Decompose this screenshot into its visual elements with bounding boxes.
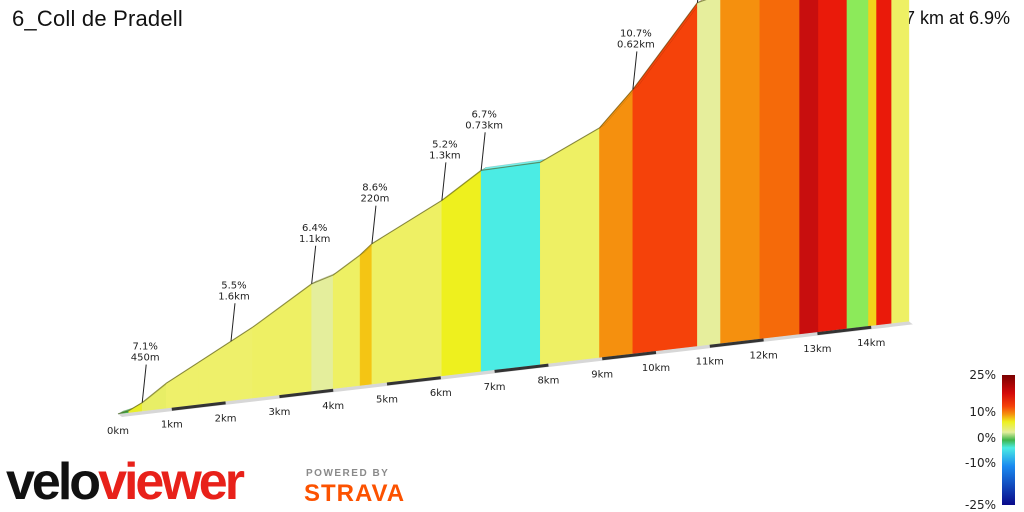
km-tick-label: 5km — [376, 395, 398, 406]
grade-scale-label: 0% — [977, 431, 996, 445]
annotation-leader-line — [371, 205, 377, 244]
profile-base-km-band — [817, 325, 872, 336]
profile-segment-21 — [868, 0, 877, 327]
logo-text-velo: velo — [6, 453, 101, 511]
profile-segment-18 — [799, 0, 819, 335]
strava-logo: STRAVA — [304, 480, 406, 507]
logo-text-viewer: viewer — [98, 453, 245, 511]
grade-scale-label: -25% — [965, 498, 996, 512]
profile-segment-4 — [198, 326, 253, 405]
grade-scale-label: 25% — [969, 368, 996, 382]
annotation-leader-line — [311, 245, 317, 284]
profile-km-ticks: 0km 1km 2km 3km 4km 5km 6km 7km 8km 9km 10km 11km 12… — [107, 338, 885, 437]
profile-segments — [117, 0, 910, 415]
segment-title: 6_Coll de Pradell — [12, 6, 183, 31]
km-tick-label: 0km — [107, 426, 129, 437]
profile-base-km-band — [602, 351, 657, 361]
km-tick-label: 2km — [215, 413, 237, 424]
km-tick-label: 10km — [642, 363, 670, 374]
annotation-leader-line — [480, 132, 486, 171]
km-tick-label: 13km — [803, 344, 831, 355]
profile-segment-15 — [697, 0, 721, 347]
annotation-length: 220m — [361, 194, 390, 205]
profile-base-km-band — [279, 388, 334, 399]
profile-segment-12 — [540, 127, 600, 365]
profile-base-km-band — [386, 376, 441, 386]
km-tick-label: 14km — [857, 338, 885, 349]
profile-segment-17 — [759, 0, 800, 340]
annotation-leader-line — [632, 51, 638, 90]
km-tick-label: 6km — [430, 388, 452, 399]
profile-base-km-band — [171, 401, 226, 411]
profile-segment-8 — [359, 243, 373, 386]
annotation-grade: 8.6% — [362, 183, 387, 194]
annotation-length: 0.73km — [465, 120, 503, 131]
profile-segment-3 — [166, 361, 199, 409]
annotation-grade: 10.7% — [620, 28, 652, 39]
annotation-length: 1.1km — [299, 234, 330, 245]
annotation-length: 450m — [131, 353, 160, 364]
annotation-length: 1.6km — [218, 291, 249, 302]
grade-scale-label: 10% — [969, 405, 996, 419]
grade-scale-bar — [1002, 375, 1015, 505]
profile-segment-14 — [632, 1, 698, 355]
profile-segment-16 — [720, 0, 761, 344]
km-tick-label: 4km — [322, 401, 344, 412]
profile-segment-5 — [252, 283, 312, 399]
grade-color-scale: 25% 10% 0% -10% -25% — [965, 368, 1015, 512]
annotation-grade: 6.4% — [302, 223, 327, 234]
segment-summary: 14.7 km at 6.9% — [879, 8, 1010, 28]
annotation-leader-line — [141, 364, 147, 403]
veloviewer-logo: veloviewer — [6, 452, 245, 512]
profile-base-km-band — [709, 338, 764, 348]
km-tick-label: 7km — [484, 382, 506, 393]
profile-ridge-line — [117, 0, 707, 415]
profile-segment-6 — [311, 274, 334, 392]
grade-scale-label: -10% — [965, 456, 996, 470]
annotation-grade: 7.1% — [133, 342, 158, 353]
profile-segment-20 — [846, 0, 869, 329]
profile-annotations: 7.1%450m 5.5%1.6km 6.4%1.1km 8.6%220m 5.2%1.… — [131, 0, 699, 403]
km-tick-label: 9km — [591, 369, 613, 380]
annotation-length: 0.62km — [617, 39, 655, 50]
profile-segment-7 — [332, 254, 361, 390]
profile-base-km-band — [494, 363, 549, 373]
km-tick-label: 12km — [749, 350, 777, 361]
profile-segment-13 — [599, 88, 634, 358]
profile-segment-11 — [480, 161, 541, 372]
profile-segment-top-15 — [697, 0, 706, 3]
profile-segment-9 — [371, 199, 443, 385]
annotation-leader-line — [230, 303, 236, 342]
annotation-length: 1.3km — [429, 150, 460, 161]
annotation-grade: 5.2% — [432, 139, 457, 150]
km-tick-label: 8km — [537, 376, 559, 387]
profile-base — [118, 321, 913, 417]
km-tick-label: 1km — [161, 420, 183, 431]
annotation-grade: 5.5% — [221, 280, 246, 291]
annotation-leader-line — [441, 162, 447, 201]
profile-segment-23 — [891, 0, 910, 324]
powered-by-label: POWERED BY — [306, 468, 390, 479]
profile-segment-22 — [876, 0, 892, 326]
profile-segment-10 — [441, 169, 482, 377]
km-tick-label: 11km — [696, 357, 724, 368]
profile-segment-19 — [818, 0, 848, 333]
km-tick-label: 3km — [268, 407, 290, 418]
annotation-grade: 6.7% — [471, 109, 496, 120]
